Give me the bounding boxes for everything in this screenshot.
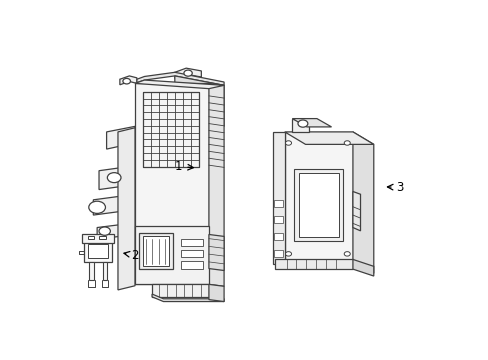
Polygon shape	[352, 192, 360, 231]
Text: 1: 1	[175, 160, 193, 173]
Polygon shape	[102, 262, 107, 280]
Polygon shape	[352, 132, 373, 273]
Polygon shape	[180, 261, 203, 269]
Circle shape	[344, 252, 349, 256]
Polygon shape	[274, 200, 282, 207]
Polygon shape	[137, 72, 224, 85]
Polygon shape	[120, 76, 137, 85]
Circle shape	[285, 252, 291, 256]
Polygon shape	[208, 234, 224, 270]
Polygon shape	[175, 76, 224, 126]
Polygon shape	[135, 84, 208, 284]
Polygon shape	[292, 118, 316, 132]
Polygon shape	[93, 194, 135, 215]
Circle shape	[89, 201, 105, 213]
Polygon shape	[284, 132, 373, 144]
Text: 2: 2	[124, 249, 139, 262]
Circle shape	[285, 141, 291, 145]
Polygon shape	[135, 80, 224, 89]
Polygon shape	[175, 68, 201, 78]
Polygon shape	[180, 250, 203, 257]
Polygon shape	[99, 166, 135, 190]
Circle shape	[183, 70, 192, 76]
Polygon shape	[118, 128, 135, 290]
Polygon shape	[208, 284, 224, 302]
Polygon shape	[294, 169, 343, 242]
Polygon shape	[152, 284, 208, 297]
Polygon shape	[274, 250, 282, 257]
Polygon shape	[352, 260, 373, 276]
Polygon shape	[180, 239, 203, 246]
Polygon shape	[142, 236, 169, 266]
Polygon shape	[89, 262, 94, 280]
Polygon shape	[106, 126, 135, 149]
Polygon shape	[274, 216, 282, 223]
Polygon shape	[99, 235, 105, 239]
Polygon shape	[87, 244, 108, 258]
Circle shape	[122, 78, 130, 84]
Polygon shape	[97, 223, 135, 239]
Polygon shape	[82, 234, 114, 243]
Polygon shape	[152, 294, 224, 302]
Polygon shape	[139, 233, 173, 269]
Polygon shape	[208, 84, 224, 286]
Polygon shape	[275, 260, 352, 269]
Polygon shape	[84, 240, 112, 262]
Polygon shape	[135, 226, 208, 284]
Polygon shape	[284, 132, 352, 266]
Circle shape	[107, 173, 121, 183]
Polygon shape	[298, 174, 338, 237]
Text: 3: 3	[386, 181, 403, 194]
Circle shape	[99, 227, 110, 235]
Polygon shape	[87, 235, 94, 239]
Polygon shape	[292, 118, 331, 127]
Circle shape	[297, 120, 307, 127]
Polygon shape	[273, 132, 284, 264]
Circle shape	[344, 141, 349, 145]
Polygon shape	[274, 233, 282, 240]
